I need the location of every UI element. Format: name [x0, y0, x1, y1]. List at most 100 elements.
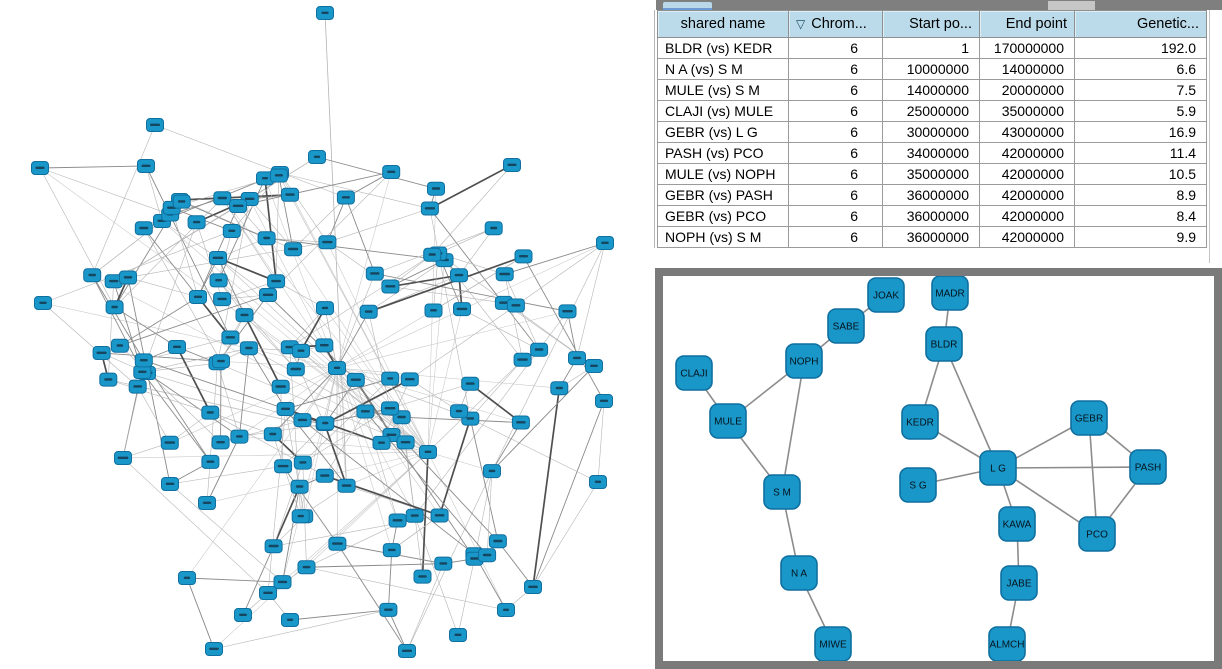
network-node[interactable]	[514, 249, 533, 264]
table-row[interactable]: NOPH (vs) S M 6 36000000 42000000 9.9	[657, 226, 1207, 248]
network-node[interactable]	[336, 190, 355, 205]
network-node[interactable]	[205, 642, 223, 656]
network-node[interactable]	[413, 569, 432, 584]
network-node[interactable]	[430, 508, 449, 523]
network-node[interactable]	[424, 303, 443, 318]
column-header-2[interactable]: Start po...	[882, 10, 980, 38]
table-row[interactable]: BLDR (vs) KEDR 6 1 170000000 192.0	[657, 37, 1207, 59]
network-node[interactable]	[284, 242, 303, 257]
network-node[interactable]	[264, 539, 283, 554]
network-node[interactable]	[550, 381, 569, 396]
node-KEDR[interactable]: KEDR	[901, 404, 939, 440]
network-node[interactable]	[308, 150, 326, 164]
network-node[interactable]	[450, 268, 468, 283]
network-node[interactable]	[286, 362, 305, 377]
node-KAWA[interactable]: KAWA	[998, 506, 1036, 542]
network-node[interactable]	[160, 435, 179, 450]
node-BLDR[interactable]: BLDR	[925, 326, 963, 362]
network-node[interactable]	[423, 247, 442, 262]
network-node[interactable]	[596, 236, 614, 250]
network-node[interactable]	[488, 534, 507, 549]
network-node[interactable]	[133, 365, 152, 379]
node-S-M[interactable]: S M	[763, 474, 801, 510]
network-node[interactable]	[209, 251, 227, 265]
network-node[interactable]	[511, 415, 530, 430]
network-node[interactable]	[34, 296, 52, 310]
network-node[interactable]	[478, 548, 497, 563]
network-node[interactable]	[419, 445, 437, 459]
network-node[interactable]	[484, 221, 503, 236]
network-node[interactable]	[198, 496, 216, 510]
network-node[interactable]	[297, 560, 316, 575]
network-node[interactable]	[256, 171, 274, 186]
column-header-1[interactable]: ▽ Chrom...	[788, 10, 883, 38]
network-node[interactable]	[221, 330, 240, 345]
network-node[interactable]	[382, 543, 401, 558]
network-node[interactable]	[110, 338, 129, 353]
network-node[interactable]	[114, 451, 132, 465]
network-node[interactable]	[269, 168, 288, 183]
network-node[interactable]	[201, 454, 220, 469]
network-node[interactable]	[290, 479, 309, 494]
network-node[interactable]	[105, 300, 124, 315]
network-node[interactable]	[524, 580, 542, 594]
network-node[interactable]	[213, 292, 232, 307]
node-SABE[interactable]: SABE	[827, 308, 865, 344]
network-node[interactable]	[434, 556, 453, 571]
node-NOPH[interactable]: NOPH	[785, 343, 823, 379]
network-node[interactable]	[189, 290, 207, 304]
network-node[interactable]	[483, 464, 501, 479]
network-node[interactable]	[513, 352, 532, 367]
sort-filter-icon[interactable]: ▽	[796, 17, 806, 31]
network-node[interactable]	[365, 266, 384, 281]
network-node[interactable]	[388, 513, 407, 528]
network-node[interactable]	[178, 571, 196, 585]
node-L-G[interactable]: L G	[979, 450, 1017, 486]
node-S-G[interactable]: S G	[899, 467, 937, 503]
network-node[interactable]	[276, 402, 295, 416]
network-node[interactable]	[427, 181, 445, 196]
network-node[interactable]	[405, 508, 424, 523]
large-network-canvas[interactable]	[0, 0, 652, 669]
network-node[interactable]	[161, 477, 179, 491]
node-JABE[interactable]: JABE	[1000, 565, 1038, 601]
network-node[interactable]	[259, 288, 277, 302]
node-CLAJI[interactable]: CLAJI	[675, 355, 713, 391]
network-node[interactable]	[235, 308, 254, 323]
network-node[interactable]	[239, 341, 258, 356]
network-node[interactable]	[212, 354, 230, 369]
network-node[interactable]	[497, 603, 515, 617]
network-node[interactable]	[271, 379, 290, 394]
network-node[interactable]	[316, 416, 335, 431]
network-node[interactable]	[316, 301, 334, 316]
network-node[interactable]	[137, 159, 155, 173]
network-node[interactable]	[134, 221, 153, 236]
network-node[interactable]	[168, 340, 186, 354]
network-node[interactable]	[281, 187, 299, 202]
network-node[interactable]	[128, 379, 147, 394]
network-node[interactable]	[379, 602, 398, 617]
network-node[interactable]	[589, 475, 607, 489]
node-ALMCH[interactable]: ALMCH	[988, 626, 1026, 661]
network-node[interactable]	[281, 613, 299, 627]
network-node[interactable]	[92, 346, 111, 360]
network-node[interactable]	[461, 376, 480, 391]
network-node[interactable]	[263, 427, 282, 442]
network-node[interactable]	[449, 628, 467, 642]
node-PCO[interactable]: PCO	[1078, 516, 1116, 552]
network-node[interactable]	[273, 575, 292, 590]
network-node[interactable]	[568, 351, 586, 366]
column-header-0[interactable]: shared name	[657, 10, 789, 38]
network-node[interactable]	[259, 586, 277, 600]
node-JOAK[interactable]: JOAK	[867, 277, 905, 313]
network-node[interactable]	[558, 304, 577, 319]
table-scrollbar-track[interactable]	[1209, 10, 1222, 263]
node-N-A[interactable]: N A	[780, 555, 818, 591]
network-node[interactable]	[209, 273, 228, 288]
network-node[interactable]	[257, 231, 276, 246]
network-node[interactable]	[292, 343, 310, 358]
network-node[interactable]	[400, 372, 419, 387]
network-node[interactable]	[585, 359, 603, 373]
network-node[interactable]	[234, 608, 252, 622]
node-GEBR[interactable]: GEBR	[1070, 400, 1108, 436]
